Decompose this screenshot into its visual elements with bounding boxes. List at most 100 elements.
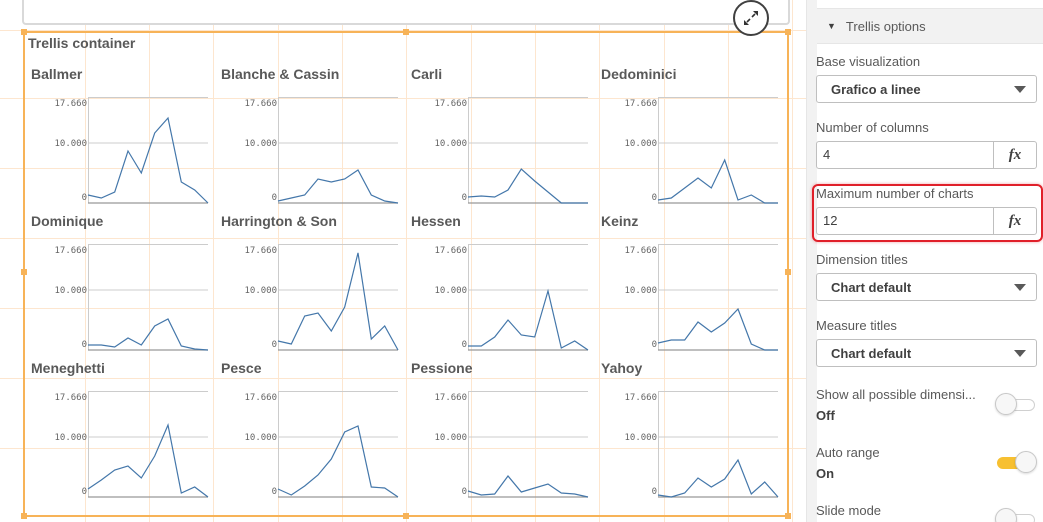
resize-handle-top[interactable] — [403, 29, 409, 35]
trellis-options-header[interactable]: ▼ Trellis options — [817, 8, 1043, 44]
cell-title: Dedominici — [601, 66, 677, 82]
canvas-gridline — [85, 0, 86, 522]
canvas-gridline — [0, 238, 806, 239]
base-visualization-dropdown[interactable]: Grafico a linee — [816, 75, 1037, 103]
line-chart-plot[interactable] — [468, 244, 589, 351]
line-chart-plot[interactable] — [657, 97, 779, 204]
resize-handle-right[interactable] — [785, 269, 791, 275]
line-chart-svg — [657, 244, 778, 351]
line-chart-svg — [277, 97, 399, 204]
trellis-cell[interactable]: Yahoy 17.660 10.000 0 — [597, 360, 787, 507]
canvas-gridline — [0, 168, 806, 169]
trellis-cell[interactable]: Ballmer 17.660 10.000 0 — [27, 66, 217, 213]
trellis-cell[interactable]: Keinz 17.660 10.000 0 — [597, 213, 787, 360]
trellis-cell[interactable]: Dominique 17.660 10.000 0 — [27, 213, 217, 360]
trellis-container[interactable]: Trellis container Ballmer 17.660 10.000 0 Bl… — [21, 29, 791, 519]
resize-handle-bottom-right[interactable] — [785, 513, 791, 519]
trellis-cell[interactable]: Pessione 17.660 10.000 0 — [407, 360, 597, 507]
slide-mode-label: Slide mode — [816, 503, 882, 518]
line-chart-plot[interactable] — [467, 391, 589, 498]
line-chart-plot[interactable] — [277, 391, 399, 498]
auto-range-value: On — [816, 466, 835, 481]
canvas-gridline — [792, 0, 793, 522]
y-tick-label: 0 — [271, 340, 277, 350]
trellis-cell[interactable]: Harrington & Son 17.660 10.000 0 — [217, 213, 407, 360]
sheet-object-above[interactable] — [22, 0, 790, 25]
section-title: Trellis options — [845, 18, 926, 34]
line-chart-plot[interactable] — [657, 391, 779, 498]
canvas-gridline — [342, 0, 343, 522]
y-tick-label: 17.660 — [54, 99, 87, 109]
cell-title: Carli — [411, 66, 443, 82]
trellis-cell[interactable]: Hessen 17.660 10.000 0 — [407, 213, 597, 360]
y-tick-label: 0 — [271, 193, 277, 203]
y-tick-label: 10.000 — [54, 433, 87, 443]
base-visualization-label: Base visualization — [816, 54, 921, 69]
line-chart-plot[interactable] — [277, 97, 399, 204]
trellis-cell[interactable]: Dedominici 17.660 10.000 0 — [597, 66, 787, 213]
trellis-cell[interactable]: Meneghetti 17.660 10.000 0 — [27, 360, 217, 507]
canvas-gridline — [535, 0, 536, 522]
trellis-cell[interactable]: Carli 17.660 10.000 0 — [407, 66, 597, 213]
y-tick-label: 10.000 — [624, 286, 657, 296]
chevron-down-icon — [1014, 85, 1026, 93]
measure-titles-dropdown[interactable]: Chart default — [816, 339, 1037, 367]
measure-titles-value: Chart default — [831, 345, 912, 361]
resize-handle-top-left[interactable] — [21, 29, 27, 35]
cell-title: Meneghetti — [31, 360, 105, 376]
line-chart-svg — [277, 391, 399, 498]
y-tick-label: 0 — [651, 193, 657, 203]
y-tick-label: 10.000 — [434, 286, 467, 296]
fx-expression-button[interactable]: fx — [993, 142, 1036, 168]
cell-title: Hessen — [411, 213, 461, 229]
line-chart-svg — [467, 391, 589, 498]
line-chart-plot[interactable] — [87, 391, 209, 498]
collapse-triangle-icon: ▼ — [827, 21, 836, 31]
number-of-columns-input[interactable]: 4 — [823, 147, 831, 162]
line-chart-plot[interactable] — [467, 97, 589, 204]
line-chart-plot[interactable] — [657, 244, 779, 351]
trellis-title: Trellis container — [28, 35, 136, 51]
y-tick-label: 10.000 — [434, 139, 467, 149]
y-tick-label: 17.660 — [624, 99, 657, 109]
slide-mode-toggle[interactable] — [995, 508, 1037, 522]
y-tick-label: 17.660 — [624, 393, 657, 403]
line-chart-plot[interactable] — [87, 97, 209, 204]
cell-title: Keinz — [601, 213, 639, 229]
y-tick-label: 17.660 — [54, 393, 87, 403]
trellis-cell[interactable]: Pesce 17.660 10.000 0 — [217, 360, 407, 507]
y-tick-label: 10.000 — [54, 286, 87, 296]
resize-handle-bottom-left[interactable] — [21, 513, 27, 519]
trellis-cell[interactable]: Blanche & Cassin 17.660 10.000 0 — [217, 66, 407, 213]
y-tick-label: 0 — [271, 487, 277, 497]
canvas-gridline — [0, 448, 806, 449]
line-chart-plot[interactable] — [277, 244, 399, 351]
y-tick-label: 17.660 — [434, 393, 467, 403]
canvas-gridline — [664, 0, 665, 522]
cell-title: Pesce — [221, 360, 262, 376]
y-tick-label: 0 — [461, 193, 467, 203]
y-tick-label: 0 — [81, 340, 87, 350]
dimension-titles-dropdown[interactable]: Chart default — [816, 273, 1037, 301]
auto-range-toggle[interactable] — [995, 451, 1037, 473]
line-chart-svg — [87, 97, 209, 204]
y-tick-label: 10.000 — [54, 139, 87, 149]
cell-title: Dominique — [31, 213, 104, 229]
toggle-knob — [995, 393, 1017, 415]
expand-button[interactable] — [733, 0, 769, 36]
show-all-dimensions-toggle[interactable] — [995, 393, 1037, 415]
line-chart-plot[interactable] — [88, 244, 209, 351]
y-tick-label: 17.660 — [434, 99, 467, 109]
y-tick-label: 10.000 — [244, 139, 277, 149]
resize-handle-left[interactable] — [21, 269, 27, 275]
max-charts-input[interactable]: 12 — [823, 213, 838, 228]
canvas-gridline — [728, 0, 729, 522]
line-chart-svg — [657, 97, 778, 204]
fx-expression-button[interactable]: fx — [993, 208, 1036, 234]
dimension-titles-value: Chart default — [831, 279, 912, 295]
resize-handle-top-right[interactable] — [785, 29, 791, 35]
canvas-gridline — [0, 98, 806, 99]
line-chart-svg — [88, 244, 209, 351]
resize-handle-bottom[interactable] — [403, 513, 409, 519]
y-tick-label: 17.660 — [434, 246, 467, 256]
